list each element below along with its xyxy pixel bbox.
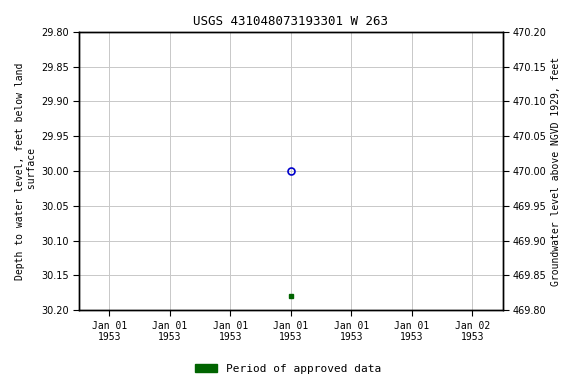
Y-axis label: Groundwater level above NGVD 1929, feet: Groundwater level above NGVD 1929, feet	[551, 56, 561, 286]
Y-axis label: Depth to water level, feet below land
 surface: Depth to water level, feet below land su…	[15, 62, 37, 280]
Title: USGS 431048073193301 W 263: USGS 431048073193301 W 263	[193, 15, 388, 28]
Legend: Period of approved data: Period of approved data	[191, 359, 385, 379]
